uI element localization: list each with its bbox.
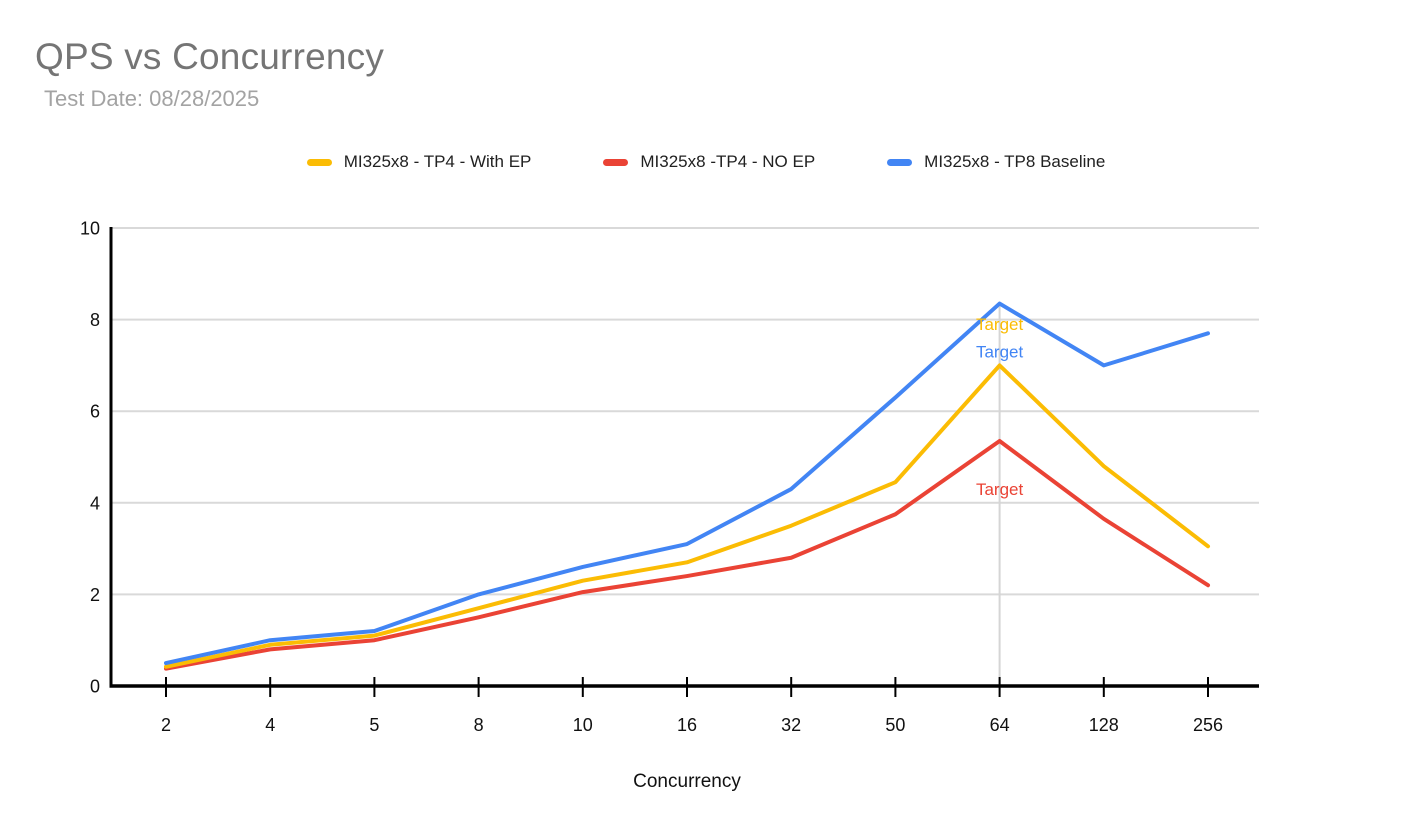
x-tick-label: 32 — [781, 715, 801, 735]
legend-swatch-red — [603, 158, 629, 166]
legend-label: MI325x8 -TP4 - NO EP — [640, 152, 816, 171]
y-tick-label: 10 — [80, 219, 100, 239]
legend-label: MI325x8 - TP4 - With EP — [343, 152, 532, 171]
y-tick-label: 2 — [90, 585, 100, 605]
x-tick-label: 8 — [474, 715, 484, 735]
annotation-label: Target — [976, 315, 1024, 334]
x-tick-label: 64 — [990, 715, 1010, 735]
y-tick-label: 8 — [90, 310, 100, 330]
legend-item-no-ep[interactable]: MI325x8 -TP4 - NO EP — [603, 152, 815, 172]
legend-label: MI325x8 - TP8 Baseline — [924, 152, 1106, 171]
x-axis-title: Concurrency — [633, 771, 741, 792]
series-line-0 — [164, 363, 1210, 669]
x-tick-label: 4 — [265, 715, 275, 735]
annotation-label: Target — [976, 480, 1024, 499]
legend: MI325x8 - TP4 - With EP MI325x8 -TP4 - N… — [0, 152, 1412, 172]
x-tick-label: 128 — [1089, 715, 1119, 735]
x-tick-label: 2 — [161, 715, 171, 735]
series-line-1 — [164, 438, 1210, 671]
series-line-2 — [164, 301, 1210, 666]
legend-swatch-yellow — [306, 158, 332, 166]
x-tick-label: 5 — [369, 715, 379, 735]
annotation-label: Target — [976, 343, 1024, 362]
x-tick-label: 10 — [573, 715, 593, 735]
y-tick-label: 6 — [90, 402, 100, 422]
y-tick-label: 4 — [90, 493, 100, 513]
x-tick-label: 50 — [885, 715, 905, 735]
chart-title: QPS vs Concurrency — [35, 36, 385, 77]
legend-swatch-blue — [887, 158, 913, 166]
legend-item-tp8-baseline[interactable]: MI325x8 - TP8 Baseline — [887, 152, 1105, 172]
x-tick-label: 256 — [1193, 715, 1223, 735]
chart-subtitle: Test Date: 08/28/2025 — [44, 86, 260, 111]
legend-item-with-ep[interactable]: MI325x8 - TP4 - With EP — [306, 152, 532, 172]
y-tick-label: 0 — [90, 677, 100, 697]
x-tick-label: 16 — [677, 715, 697, 735]
